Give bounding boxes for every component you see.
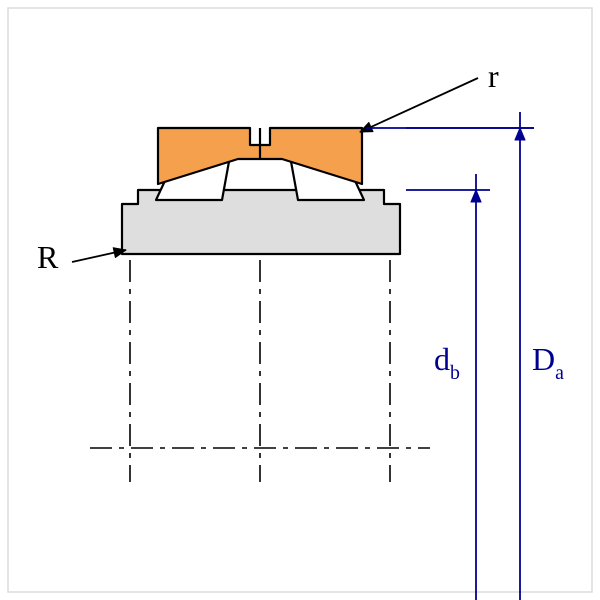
diagram-frame: [8, 8, 592, 592]
label-R: R: [37, 239, 59, 275]
bearing-diagram: Rr db Da: [0, 0, 600, 600]
label-db: db: [434, 341, 460, 384]
leader-r: [360, 78, 478, 132]
label-r: r: [488, 58, 499, 94]
label-Da: Da: [532, 341, 564, 384]
